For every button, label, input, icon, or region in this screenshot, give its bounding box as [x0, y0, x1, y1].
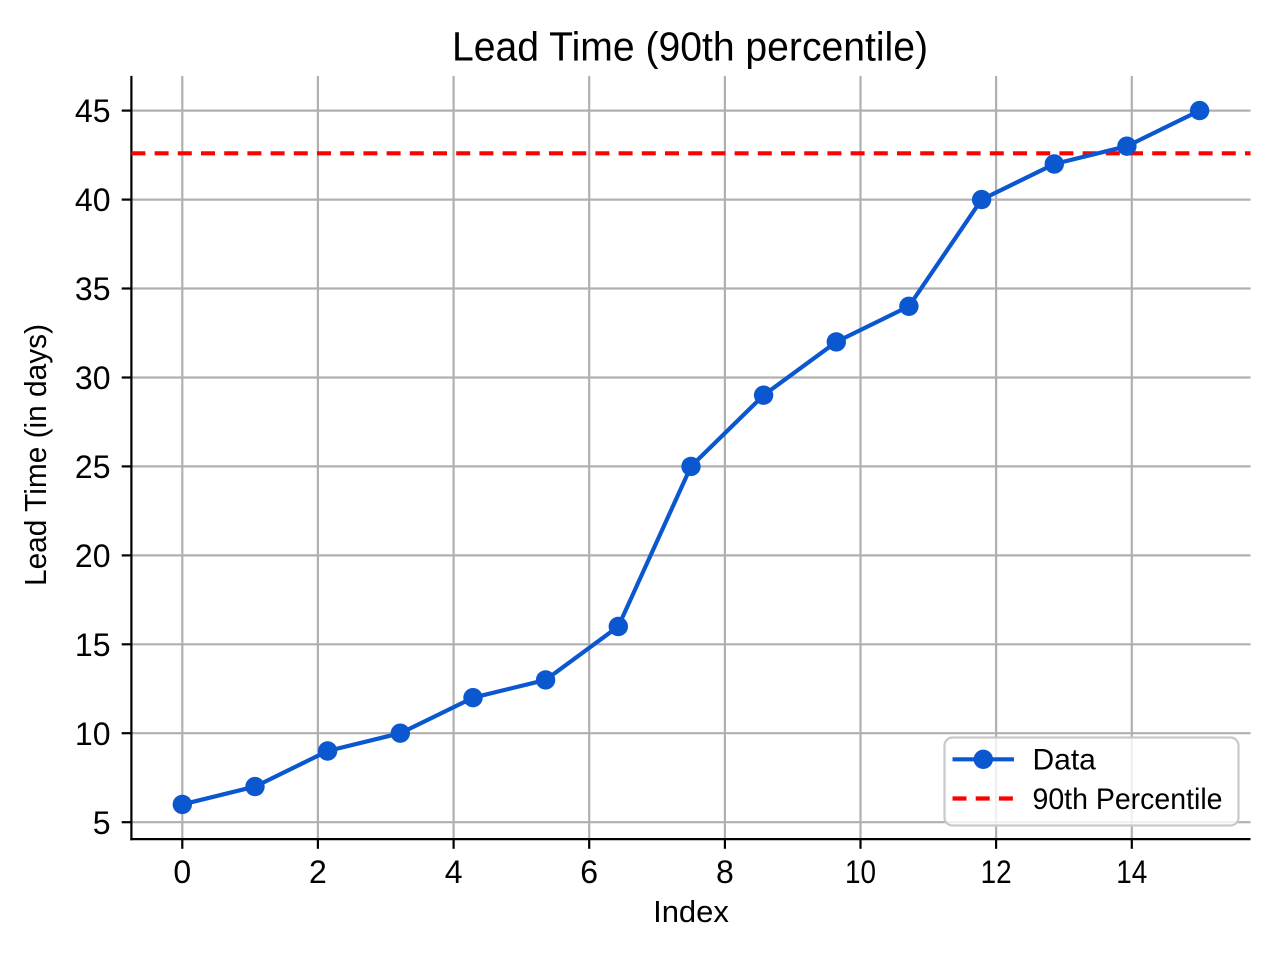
- svg-text:35: 35: [75, 271, 111, 307]
- svg-text:40: 40: [75, 182, 111, 218]
- svg-text:8: 8: [716, 854, 734, 890]
- svg-text:90th Percentile: 90th Percentile: [1033, 783, 1223, 816]
- svg-text:30: 30: [75, 360, 111, 396]
- svg-text:10: 10: [75, 716, 111, 752]
- svg-text:5: 5: [93, 805, 111, 841]
- svg-text:25: 25: [75, 449, 111, 485]
- svg-text:Lead Time (in days): Lead Time (in days): [18, 324, 53, 586]
- svg-text:15: 15: [75, 627, 111, 663]
- svg-text:0: 0: [173, 854, 191, 890]
- svg-text:4: 4: [445, 854, 463, 890]
- svg-text:6: 6: [580, 854, 598, 890]
- svg-text:2: 2: [309, 854, 327, 890]
- svg-text:12: 12: [981, 854, 1012, 890]
- svg-text:10: 10: [845, 854, 876, 890]
- svg-text:Index: Index: [653, 894, 729, 929]
- svg-text:14: 14: [1116, 854, 1147, 890]
- svg-text:Data: Data: [1033, 744, 1097, 777]
- svg-text:Lead Time (90th percentile): Lead Time (90th percentile): [452, 24, 928, 70]
- svg-text:45: 45: [75, 93, 111, 129]
- svg-text:20: 20: [75, 538, 111, 574]
